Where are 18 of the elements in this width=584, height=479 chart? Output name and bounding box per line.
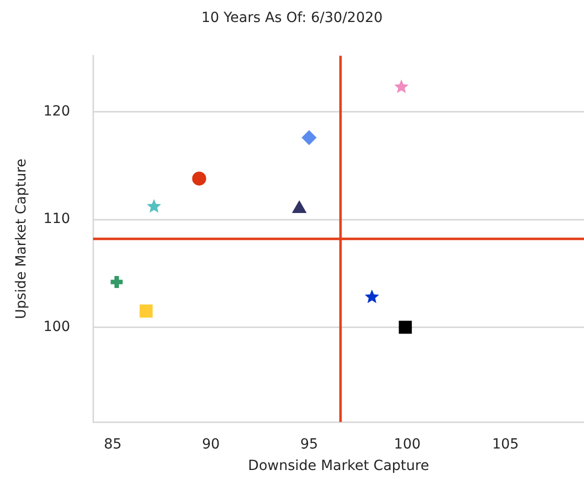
x-tick-label: 95 xyxy=(300,436,318,453)
y-tick-label: 110 xyxy=(43,211,70,228)
y-tick-label: 120 xyxy=(43,103,70,120)
point xyxy=(398,320,412,334)
point xyxy=(140,304,153,318)
y-tick-label: 100 xyxy=(43,318,70,335)
y-axis-title: Upside Market Capture xyxy=(14,158,30,320)
chart-title: 10 Years As Of: 6/30/2020 xyxy=(201,10,383,26)
x-axis-title: Downside Market Capture xyxy=(248,458,430,474)
point xyxy=(364,290,380,304)
point xyxy=(192,172,206,186)
x-tick-label: 85 xyxy=(104,436,122,453)
point xyxy=(146,199,162,213)
point xyxy=(394,80,409,94)
x-tick-label: 100 xyxy=(394,436,421,453)
point xyxy=(302,130,316,145)
x-tick-label: 105 xyxy=(492,436,519,453)
x-tick-label: 90 xyxy=(202,436,220,453)
